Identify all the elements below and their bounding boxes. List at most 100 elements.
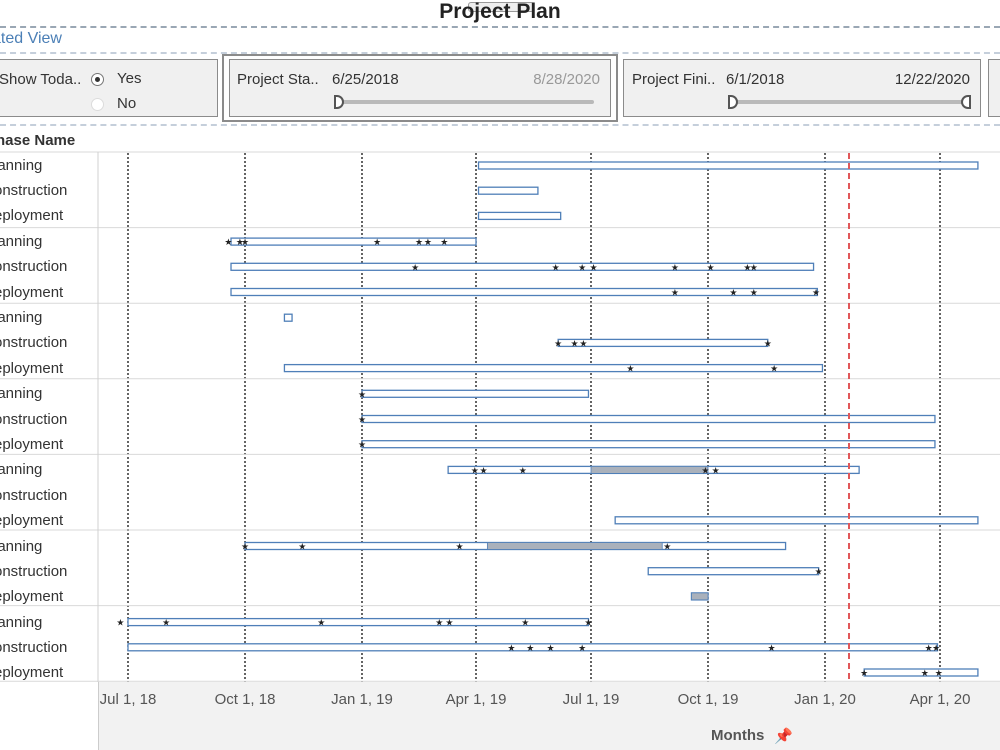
milestone-marker: ★ [578, 644, 586, 654]
filter-row: Show Toda.. Yes No Project Sta.. 6/25/20… [0, 52, 1000, 126]
task-bar [614, 516, 979, 525]
milestone-marker: ★ [671, 263, 679, 273]
task-bar [361, 414, 936, 424]
axis-title: Months [711, 727, 765, 744]
milestone-marker: ★ [590, 263, 598, 273]
title-bar: Project Plan [0, 0, 1000, 28]
row-label: onstruction [0, 258, 68, 276]
milestone-marker: ★ [445, 619, 453, 629]
axis-tick-label: Jan 1, 19 [331, 691, 393, 708]
task-bar [230, 237, 477, 246]
project-finish-label: Project Fini.. [632, 71, 716, 88]
milestone-marker: ★ [626, 365, 634, 375]
project-finish-slider-handle-right[interactable] [961, 95, 971, 109]
row-label: lanning [0, 385, 43, 403]
milestone-marker: ★ [480, 466, 488, 476]
project-start-focus-outline [222, 54, 618, 122]
milestone-marker: ★ [584, 619, 592, 629]
milestone-marker: ★ [526, 644, 534, 654]
task-bar [477, 211, 562, 221]
pin-icon[interactable]: 📌 [774, 728, 793, 745]
view-link[interactable]: ated View [0, 30, 62, 47]
axis-footer [98, 682, 1000, 750]
row-label: onstruction [0, 562, 68, 580]
milestone-marker: ★ [358, 390, 366, 400]
milestone-marker: ★ [663, 543, 671, 553]
milestone-marker: ★ [729, 289, 737, 299]
milestone-marker: ★ [224, 238, 232, 248]
project-finish-from[interactable]: 6/1/2018 [726, 71, 785, 88]
project-finish-slider-handle-left[interactable] [728, 95, 738, 109]
task-bar [361, 389, 590, 398]
task-bar [283, 363, 824, 373]
row-label: onstruction [0, 182, 68, 200]
task-bar [863, 668, 979, 677]
milestone-marker: ★ [440, 238, 448, 248]
show-today-label: Show Toda.. [0, 71, 82, 88]
project-start-to[interactable]: 8/28/2020 [533, 71, 600, 88]
axis-tick-label: Jul 1, 18 [99, 691, 157, 708]
row-label: onstruction [0, 638, 68, 656]
task-bar [557, 338, 769, 348]
milestone-marker: ★ [770, 365, 778, 375]
project-finish-to[interactable]: 12/22/2020 [894, 71, 970, 88]
milestone-marker: ★ [373, 238, 381, 248]
milestone-marker: ★ [750, 263, 758, 273]
row-label: onstruction [0, 486, 68, 504]
task-bar [361, 440, 936, 449]
milestone-marker: ★ [521, 619, 529, 629]
task-bar-progress [486, 542, 663, 550]
row-label: eployment [0, 664, 64, 681]
row-label: lanning [0, 461, 43, 479]
milestone-marker: ★ [552, 263, 560, 273]
milestone-marker: ★ [415, 238, 423, 248]
milestone-marker: ★ [547, 644, 555, 654]
project-start-slider-handle[interactable] [334, 95, 344, 109]
milestone-marker: ★ [750, 289, 758, 299]
axis-tick-label: Oct 1, 18 [214, 691, 276, 708]
milestone-marker: ★ [925, 644, 933, 654]
milestone-marker: ★ [471, 466, 479, 476]
row-label: eployment [0, 587, 64, 605]
milestone-marker: ★ [554, 339, 562, 349]
milestone-marker: ★ [519, 466, 527, 476]
project-start-filter: Project Sta.. 6/25/2018 8/28/2020 [229, 59, 611, 117]
title-drag-handle[interactable] [468, 2, 534, 12]
milestone-marker: ★ [578, 263, 586, 273]
row-label: lanning [0, 613, 43, 631]
project-start-from[interactable]: 6/25/2018 [332, 71, 399, 88]
row-label: lanning [0, 309, 43, 327]
row-label: eployment [0, 207, 64, 225]
task-bar [230, 287, 819, 297]
milestone-marker: ★ [712, 466, 720, 476]
project-start-slider[interactable] [338, 100, 594, 104]
axis-tick-label: Jul 1, 19 [562, 691, 620, 708]
milestone-marker: ★ [932, 644, 940, 654]
milestone-marker: ★ [743, 263, 751, 273]
project-finish-slider[interactable] [732, 100, 968, 104]
task-bar [127, 617, 590, 627]
radio-no[interactable] [91, 98, 104, 111]
row-label: lanning [0, 157, 43, 174]
milestone-marker: ★ [571, 339, 579, 349]
project-finish-filter: Project Fini.. 6/1/2018 12/22/2020 [623, 59, 981, 117]
row-label: onstruction [0, 410, 68, 428]
dashboard-title: Project Plan [439, 0, 561, 23]
milestone-marker: ★ [358, 416, 366, 426]
milestone-marker: ★ [507, 644, 515, 654]
milestone-marker: ★ [241, 543, 249, 553]
radio-yes[interactable] [91, 73, 104, 86]
row-label: onstruction [0, 334, 68, 352]
milestone-marker: ★ [707, 263, 715, 273]
radio-no-label: No [117, 95, 137, 112]
task-bar [647, 567, 820, 576]
milestone-marker: ★ [701, 466, 709, 476]
task-bar [127, 643, 939, 652]
milestone-marker: ★ [764, 339, 772, 349]
task-bar-progress [590, 465, 709, 474]
milestone-marker: ★ [358, 441, 366, 451]
milestone-marker: ★ [317, 619, 325, 629]
axis-tick-label: Jan 1, 20 [794, 691, 856, 708]
row-label: eployment [0, 359, 64, 377]
